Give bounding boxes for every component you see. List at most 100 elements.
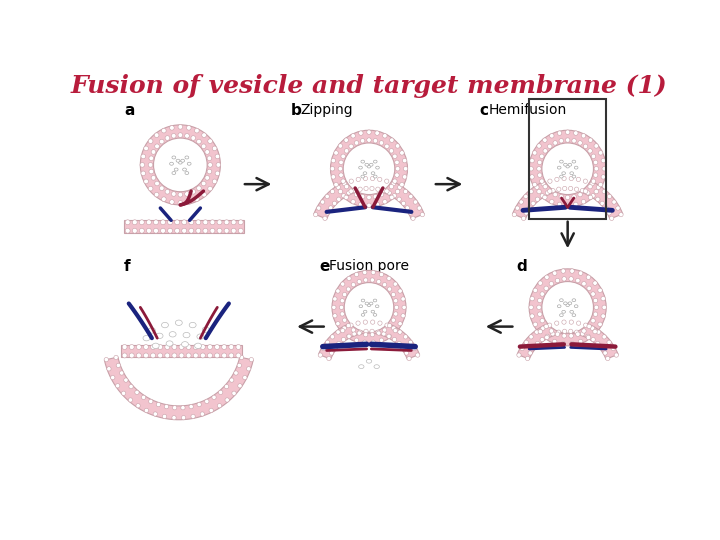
- Circle shape: [172, 345, 177, 349]
- Circle shape: [403, 335, 408, 339]
- Circle shape: [541, 181, 545, 186]
- Circle shape: [146, 228, 151, 233]
- Circle shape: [354, 192, 359, 197]
- Circle shape: [524, 211, 528, 215]
- Ellipse shape: [572, 299, 576, 302]
- Circle shape: [140, 125, 220, 205]
- Circle shape: [153, 220, 158, 225]
- Circle shape: [238, 220, 243, 225]
- Circle shape: [364, 177, 367, 181]
- Circle shape: [130, 345, 134, 349]
- Circle shape: [336, 330, 341, 334]
- Circle shape: [384, 179, 389, 184]
- Circle shape: [602, 335, 606, 339]
- Ellipse shape: [559, 314, 563, 316]
- Circle shape: [181, 228, 186, 233]
- Circle shape: [193, 345, 198, 349]
- Circle shape: [363, 320, 367, 324]
- Circle shape: [420, 212, 425, 217]
- Circle shape: [210, 220, 215, 225]
- Circle shape: [202, 192, 207, 197]
- Circle shape: [141, 395, 145, 400]
- Circle shape: [232, 391, 236, 395]
- Circle shape: [586, 335, 590, 340]
- Circle shape: [397, 341, 401, 346]
- Circle shape: [104, 357, 109, 362]
- Circle shape: [366, 138, 372, 143]
- Ellipse shape: [364, 310, 367, 313]
- Circle shape: [401, 297, 405, 301]
- Circle shape: [544, 335, 549, 340]
- Circle shape: [557, 330, 561, 334]
- Circle shape: [526, 356, 530, 361]
- Circle shape: [393, 328, 397, 333]
- Circle shape: [210, 228, 215, 233]
- Circle shape: [405, 206, 410, 210]
- Circle shape: [208, 186, 212, 191]
- Circle shape: [352, 188, 356, 193]
- Circle shape: [593, 173, 598, 177]
- Circle shape: [364, 278, 368, 282]
- Circle shape: [594, 190, 598, 194]
- Circle shape: [614, 353, 618, 357]
- Circle shape: [540, 319, 544, 323]
- Circle shape: [543, 195, 547, 200]
- Circle shape: [200, 353, 205, 358]
- Circle shape: [343, 143, 395, 194]
- Circle shape: [583, 189, 588, 193]
- Circle shape: [375, 202, 379, 207]
- Circle shape: [578, 271, 583, 275]
- Circle shape: [600, 346, 604, 350]
- Circle shape: [371, 177, 374, 181]
- Circle shape: [212, 179, 217, 184]
- Circle shape: [114, 355, 118, 360]
- Circle shape: [218, 390, 222, 395]
- Ellipse shape: [374, 160, 377, 163]
- Circle shape: [197, 402, 202, 407]
- Circle shape: [357, 331, 361, 335]
- Circle shape: [191, 414, 195, 418]
- Circle shape: [186, 345, 191, 349]
- Ellipse shape: [176, 159, 180, 162]
- Ellipse shape: [185, 172, 189, 174]
- Circle shape: [379, 272, 384, 276]
- Circle shape: [533, 183, 537, 187]
- Circle shape: [148, 186, 153, 191]
- Circle shape: [561, 269, 565, 273]
- Circle shape: [231, 228, 236, 233]
- Ellipse shape: [161, 322, 168, 328]
- Circle shape: [237, 363, 241, 368]
- Circle shape: [194, 197, 199, 201]
- Circle shape: [313, 212, 318, 217]
- Circle shape: [111, 375, 115, 380]
- Circle shape: [144, 179, 148, 184]
- Circle shape: [598, 288, 602, 293]
- Circle shape: [238, 383, 242, 388]
- Circle shape: [588, 184, 593, 189]
- Circle shape: [574, 202, 578, 207]
- Circle shape: [175, 220, 179, 225]
- Circle shape: [336, 321, 340, 326]
- Circle shape: [332, 305, 336, 309]
- Circle shape: [224, 220, 229, 225]
- Circle shape: [529, 166, 534, 171]
- Circle shape: [364, 186, 368, 191]
- Circle shape: [408, 211, 413, 215]
- Circle shape: [557, 187, 561, 191]
- Circle shape: [549, 133, 554, 138]
- Circle shape: [401, 201, 405, 206]
- Ellipse shape: [367, 304, 371, 307]
- Circle shape: [341, 338, 346, 342]
- Circle shape: [553, 141, 557, 145]
- Ellipse shape: [373, 313, 377, 316]
- Ellipse shape: [363, 172, 366, 174]
- Circle shape: [382, 199, 387, 204]
- Circle shape: [377, 280, 381, 284]
- Circle shape: [202, 181, 206, 186]
- Circle shape: [557, 131, 562, 136]
- Ellipse shape: [185, 156, 189, 159]
- Circle shape: [530, 296, 534, 301]
- Circle shape: [356, 177, 361, 181]
- Circle shape: [330, 166, 335, 171]
- Circle shape: [373, 194, 377, 199]
